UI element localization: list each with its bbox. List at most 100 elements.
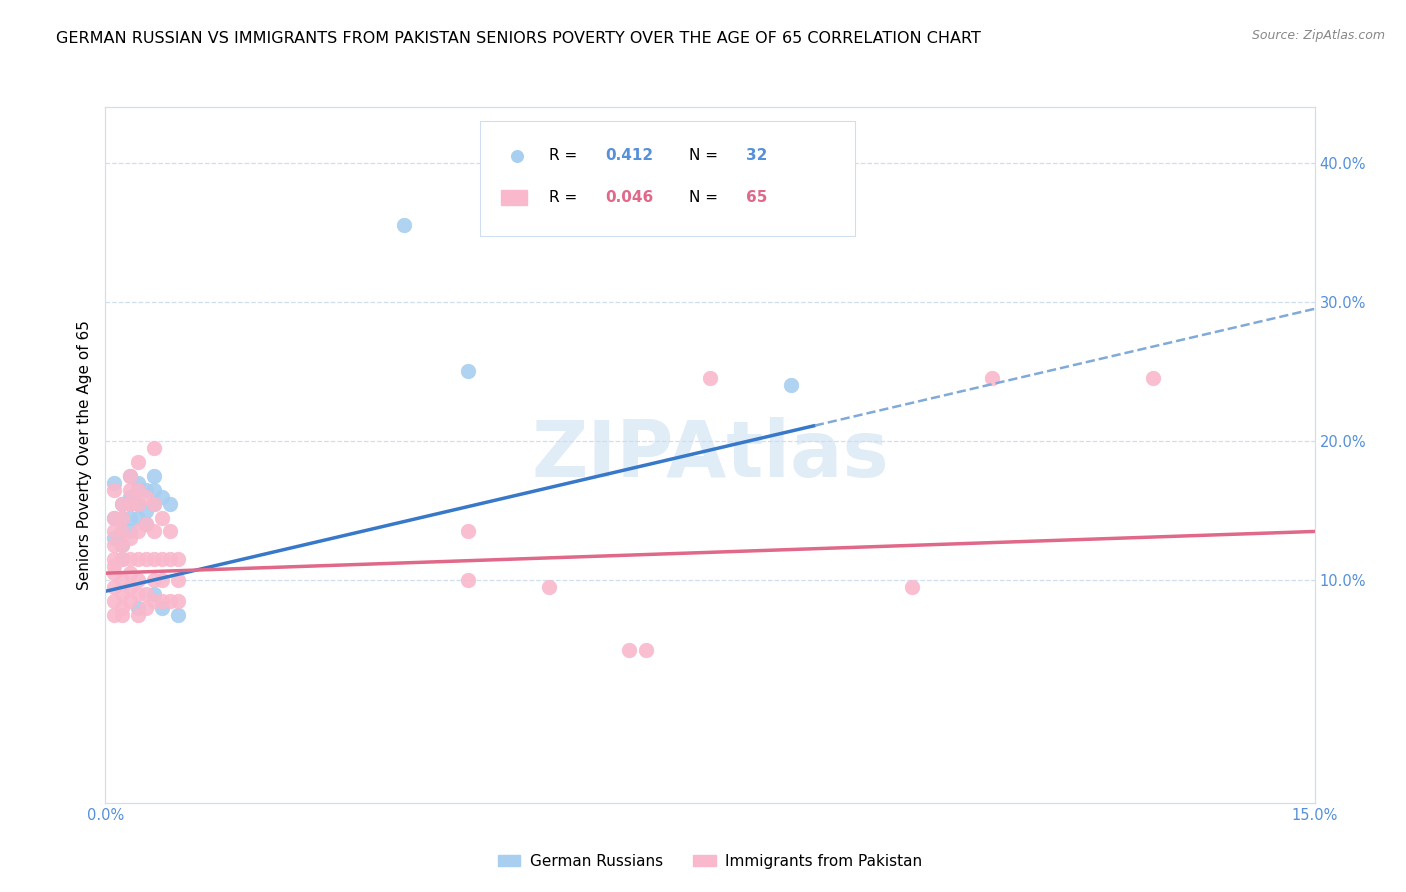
Point bbox=[127, 510, 149, 524]
Point bbox=[135, 587, 157, 601]
Point bbox=[142, 497, 165, 511]
Point bbox=[110, 587, 132, 601]
Point bbox=[127, 455, 149, 469]
Point bbox=[110, 538, 132, 552]
Text: R =: R = bbox=[550, 148, 582, 163]
Point bbox=[127, 497, 149, 511]
Point bbox=[142, 594, 165, 608]
Point bbox=[103, 510, 125, 524]
Point bbox=[118, 497, 141, 511]
Y-axis label: Seniors Poverty Over the Age of 65: Seniors Poverty Over the Age of 65 bbox=[76, 320, 91, 590]
Point bbox=[118, 497, 141, 511]
Point bbox=[110, 510, 132, 524]
Point bbox=[159, 594, 181, 608]
Point bbox=[103, 532, 125, 546]
Point bbox=[103, 580, 125, 594]
Point bbox=[103, 510, 125, 524]
Point bbox=[110, 552, 132, 566]
Point bbox=[135, 601, 157, 615]
Point bbox=[150, 573, 173, 587]
Text: 65: 65 bbox=[747, 190, 768, 205]
Point bbox=[118, 532, 141, 546]
Point bbox=[127, 524, 149, 539]
Point bbox=[142, 497, 165, 511]
Point bbox=[118, 468, 141, 483]
Point bbox=[103, 538, 125, 552]
Point bbox=[127, 601, 149, 615]
Point bbox=[135, 503, 157, 517]
Point bbox=[135, 483, 157, 497]
FancyBboxPatch shape bbox=[481, 121, 855, 235]
Point bbox=[159, 552, 181, 566]
Point bbox=[392, 219, 415, 233]
Text: ZIPAtlas: ZIPAtlas bbox=[531, 417, 889, 493]
Point bbox=[103, 475, 125, 490]
Point bbox=[103, 607, 125, 622]
Point bbox=[150, 510, 173, 524]
Point bbox=[699, 371, 721, 385]
Point bbox=[110, 524, 132, 539]
Point bbox=[150, 552, 173, 566]
Point bbox=[142, 573, 165, 587]
Point bbox=[118, 483, 141, 497]
Point bbox=[103, 552, 125, 566]
Point bbox=[142, 468, 165, 483]
Point bbox=[127, 552, 149, 566]
Point bbox=[135, 490, 157, 504]
Point bbox=[110, 538, 132, 552]
Text: GERMAN RUSSIAN VS IMMIGRANTS FROM PAKISTAN SENIORS POVERTY OVER THE AGE OF 65 CO: GERMAN RUSSIAN VS IMMIGRANTS FROM PAKIST… bbox=[56, 31, 981, 46]
Text: 0.412: 0.412 bbox=[605, 148, 652, 163]
Point bbox=[110, 497, 132, 511]
Point bbox=[457, 573, 479, 587]
Point bbox=[981, 371, 1004, 385]
Point bbox=[103, 566, 125, 581]
Text: N =: N = bbox=[689, 190, 723, 205]
Point bbox=[135, 517, 157, 532]
Point bbox=[457, 524, 479, 539]
Point bbox=[167, 607, 190, 622]
Point bbox=[127, 475, 149, 490]
Point bbox=[103, 483, 125, 497]
Point bbox=[167, 552, 190, 566]
FancyBboxPatch shape bbox=[501, 190, 527, 205]
Point bbox=[110, 607, 132, 622]
Point bbox=[779, 378, 801, 392]
Point bbox=[110, 573, 132, 587]
Point bbox=[135, 517, 157, 532]
Point bbox=[142, 587, 165, 601]
Text: 32: 32 bbox=[747, 148, 768, 163]
Text: 0.046: 0.046 bbox=[605, 190, 652, 205]
Point bbox=[118, 510, 141, 524]
Point bbox=[103, 594, 125, 608]
Point bbox=[900, 580, 922, 594]
Point bbox=[1142, 371, 1164, 385]
Point bbox=[110, 524, 132, 539]
Point bbox=[103, 524, 125, 539]
Text: N =: N = bbox=[689, 148, 723, 163]
Point bbox=[118, 468, 141, 483]
Legend: German Russians, Immigrants from Pakistan: German Russians, Immigrants from Pakista… bbox=[492, 848, 928, 875]
Point bbox=[127, 607, 149, 622]
Point bbox=[118, 490, 141, 504]
Point bbox=[457, 364, 479, 378]
Point bbox=[142, 552, 165, 566]
Point bbox=[142, 524, 165, 539]
Point bbox=[135, 552, 157, 566]
Point bbox=[127, 573, 149, 587]
Point bbox=[103, 559, 125, 574]
Point bbox=[118, 594, 141, 608]
Text: Source: ZipAtlas.com: Source: ZipAtlas.com bbox=[1251, 29, 1385, 42]
Point bbox=[118, 580, 141, 594]
Point bbox=[127, 483, 149, 497]
Point bbox=[142, 483, 165, 497]
Point bbox=[110, 601, 132, 615]
Point bbox=[159, 497, 181, 511]
Point bbox=[634, 642, 657, 657]
Point bbox=[167, 573, 190, 587]
Point bbox=[110, 552, 132, 566]
Point bbox=[142, 441, 165, 455]
Point bbox=[110, 497, 132, 511]
Point bbox=[150, 594, 173, 608]
Point bbox=[127, 497, 149, 511]
Point bbox=[619, 642, 641, 657]
